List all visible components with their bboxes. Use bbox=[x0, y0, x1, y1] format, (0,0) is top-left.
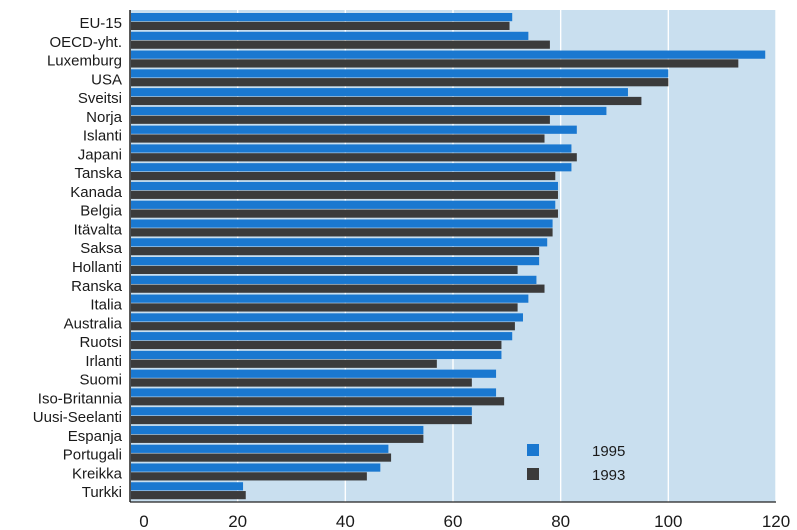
category-label: Turkki bbox=[82, 484, 122, 501]
legend-swatch-1993 bbox=[527, 468, 539, 480]
bar-1993 bbox=[131, 284, 545, 293]
x-tick-label: 60 bbox=[444, 512, 463, 530]
x-tick-label: 80 bbox=[551, 512, 570, 530]
category-label: Sveitsi bbox=[78, 90, 122, 107]
x-tick-label: 0 bbox=[139, 512, 148, 530]
bar-1995 bbox=[131, 369, 497, 378]
bar-1993 bbox=[131, 378, 472, 387]
bar-1995 bbox=[131, 294, 529, 303]
bar-1993 bbox=[131, 472, 367, 481]
category-label: Kreikka bbox=[72, 465, 123, 482]
bar-1995 bbox=[131, 88, 628, 97]
bar-1995 bbox=[131, 444, 389, 453]
bar-1993 bbox=[131, 265, 518, 274]
bar-1995 bbox=[131, 219, 553, 228]
category-label: OECD-yht. bbox=[49, 34, 122, 51]
category-label: Australia bbox=[64, 315, 123, 332]
category-label: Hollanti bbox=[72, 259, 122, 276]
category-label: Irlanti bbox=[85, 353, 122, 370]
category-label: Islanti bbox=[83, 128, 122, 145]
category-label: Luxemburg bbox=[47, 53, 122, 70]
bar-1993 bbox=[131, 491, 246, 500]
bar-1995 bbox=[131, 425, 424, 435]
bar-1995 bbox=[131, 200, 556, 209]
bar-1993 bbox=[131, 134, 545, 143]
bar-1995 bbox=[131, 388, 497, 397]
bar-1993 bbox=[131, 209, 558, 218]
legend-label: 1995 bbox=[592, 443, 625, 460]
bar-1995 bbox=[131, 463, 381, 472]
category-label: Espanja bbox=[68, 428, 123, 445]
bar-1993 bbox=[131, 171, 556, 181]
bar-1995 bbox=[131, 106, 607, 116]
category-label: Portugali bbox=[63, 447, 122, 464]
category-label: Norja bbox=[86, 109, 123, 126]
legend-label: 1993 bbox=[592, 467, 625, 484]
bar-1995 bbox=[131, 144, 572, 153]
bar-1995 bbox=[131, 350, 502, 360]
bar-1993 bbox=[131, 434, 424, 443]
category-label: Iso-Britannia bbox=[38, 390, 123, 407]
bar-1993 bbox=[131, 21, 510, 30]
bar-1995 bbox=[131, 69, 669, 78]
bar-1993 bbox=[131, 397, 505, 406]
bar-1993 bbox=[131, 359, 437, 368]
bar-1993 bbox=[131, 415, 472, 425]
bar-1993 bbox=[131, 453, 392, 462]
category-label: Saksa bbox=[80, 240, 122, 257]
category-label: Japani bbox=[78, 146, 122, 163]
bar-1995 bbox=[131, 31, 529, 40]
bar-1995 bbox=[131, 163, 572, 172]
category-label: Kanada bbox=[70, 184, 122, 201]
bar-1995 bbox=[131, 125, 577, 134]
bar-1993 bbox=[131, 322, 515, 331]
category-label: Uusi-Seelanti bbox=[33, 409, 122, 426]
bar-1995 bbox=[131, 275, 537, 284]
bar-1995 bbox=[131, 313, 523, 322]
bar-1995 bbox=[131, 50, 766, 59]
bar-1993 bbox=[131, 59, 739, 68]
bar-1993 bbox=[131, 78, 669, 87]
x-tick-label: 100 bbox=[654, 512, 682, 530]
bar-1993 bbox=[131, 153, 577, 162]
legend-swatch-1995 bbox=[527, 444, 539, 456]
category-label: Ranska bbox=[71, 278, 123, 295]
bar-1993 bbox=[131, 40, 550, 49]
category-label: Itävalta bbox=[74, 221, 123, 238]
bar-1995 bbox=[131, 407, 472, 416]
category-label: Belgia bbox=[80, 203, 122, 220]
bar-1995 bbox=[131, 332, 513, 341]
bar-1993 bbox=[131, 340, 502, 350]
bar-1993 bbox=[131, 96, 642, 106]
bar-1993 bbox=[131, 190, 558, 199]
bar-1995 bbox=[131, 181, 558, 191]
category-label: EU-15 bbox=[79, 15, 122, 32]
x-tick-label: 20 bbox=[228, 512, 247, 530]
category-label: Suomi bbox=[79, 372, 122, 389]
bar-1993 bbox=[131, 303, 518, 312]
category-label: Tanska bbox=[74, 165, 122, 182]
category-label: Ruotsi bbox=[79, 334, 122, 351]
category-label: Italia bbox=[90, 297, 122, 314]
bar-1993 bbox=[131, 228, 553, 237]
bar-1993 bbox=[131, 247, 540, 256]
bar-1995 bbox=[131, 238, 548, 247]
bar-1995 bbox=[131, 482, 244, 491]
category-label: USA bbox=[91, 71, 122, 88]
bar-1995 bbox=[131, 257, 540, 266]
bar-1993 bbox=[131, 115, 550, 124]
x-tick-label: 120 bbox=[762, 512, 790, 530]
bar-1995 bbox=[131, 13, 513, 22]
x-tick-label: 40 bbox=[336, 512, 355, 530]
